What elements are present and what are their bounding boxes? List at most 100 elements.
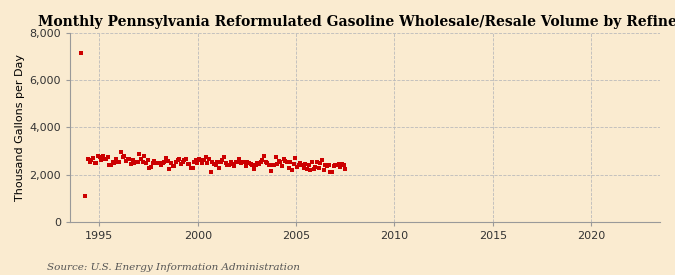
Point — [114, 160, 125, 164]
Point — [269, 163, 279, 167]
Point — [187, 166, 198, 170]
Point — [212, 160, 223, 165]
Point — [109, 161, 120, 165]
Point — [338, 163, 349, 167]
Point — [128, 158, 138, 162]
Point — [288, 162, 299, 166]
Point — [335, 164, 346, 169]
Point — [272, 162, 283, 166]
Point — [209, 162, 219, 166]
Point — [333, 161, 344, 166]
Point — [263, 163, 274, 167]
Point — [267, 163, 277, 167]
Point — [89, 161, 100, 165]
Point — [300, 162, 310, 167]
Point — [165, 161, 176, 165]
Point — [76, 51, 86, 55]
Point — [174, 157, 185, 161]
Point — [298, 166, 309, 170]
Point — [162, 159, 173, 163]
Point — [104, 163, 115, 167]
Point — [214, 166, 225, 170]
Point — [331, 163, 342, 167]
Point — [325, 169, 335, 174]
Point — [182, 162, 193, 166]
Point — [184, 162, 194, 166]
Point — [220, 161, 231, 166]
Point — [285, 160, 296, 164]
Point — [247, 163, 258, 167]
Point — [200, 155, 211, 159]
Point — [107, 160, 118, 164]
Point — [259, 154, 269, 158]
Point — [245, 162, 256, 167]
Point — [211, 162, 221, 167]
Point — [205, 170, 216, 175]
Point — [306, 160, 317, 164]
Point — [79, 194, 90, 198]
Point — [140, 161, 151, 166]
Point — [132, 160, 143, 164]
Point — [313, 166, 324, 170]
Point — [192, 161, 203, 165]
Point — [297, 162, 308, 167]
Point — [242, 160, 252, 164]
Point — [229, 164, 240, 168]
Point — [190, 157, 201, 162]
Point — [219, 154, 230, 159]
Point — [207, 160, 218, 164]
Point — [139, 154, 150, 158]
Point — [287, 168, 298, 173]
Point — [88, 156, 99, 160]
Point — [321, 164, 332, 168]
Point — [230, 160, 241, 164]
Point — [265, 169, 276, 173]
Point — [97, 154, 108, 158]
Point — [134, 152, 144, 156]
Point — [103, 155, 113, 160]
Point — [113, 159, 124, 164]
Point — [294, 163, 304, 167]
Point — [198, 158, 209, 162]
Point — [164, 166, 175, 171]
Point — [315, 161, 326, 165]
Point — [323, 163, 334, 167]
Point — [317, 158, 327, 162]
Point — [202, 161, 213, 165]
Point — [119, 154, 130, 158]
Point — [186, 166, 196, 170]
Point — [250, 163, 261, 167]
Point — [136, 157, 146, 161]
Point — [167, 163, 178, 168]
Point — [252, 161, 263, 166]
Point — [115, 150, 126, 155]
Point — [147, 161, 158, 165]
Point — [144, 166, 155, 170]
Point — [204, 157, 215, 161]
Point — [277, 163, 288, 168]
Point — [101, 156, 111, 161]
Point — [295, 160, 306, 165]
Point — [176, 162, 186, 166]
Point — [225, 160, 236, 164]
Point — [223, 163, 234, 167]
Point — [169, 164, 180, 169]
Point — [340, 167, 350, 171]
Point — [318, 167, 329, 172]
Point — [312, 160, 323, 164]
Point — [303, 163, 314, 167]
Title: Monthly Pennsylvania Reformulated Gasoline Wholesale/Resale Volume by Refiners: Monthly Pennsylvania Reformulated Gasoli… — [38, 15, 675, 29]
Point — [236, 161, 246, 165]
Point — [270, 154, 281, 159]
Point — [275, 160, 286, 164]
Point — [310, 164, 321, 169]
Point — [240, 164, 251, 169]
Point — [305, 168, 316, 172]
Point — [91, 160, 102, 165]
Point — [238, 160, 249, 165]
Point — [189, 160, 200, 164]
Point — [153, 161, 163, 165]
Point — [94, 155, 105, 160]
Point — [142, 158, 153, 162]
Point — [234, 156, 244, 161]
